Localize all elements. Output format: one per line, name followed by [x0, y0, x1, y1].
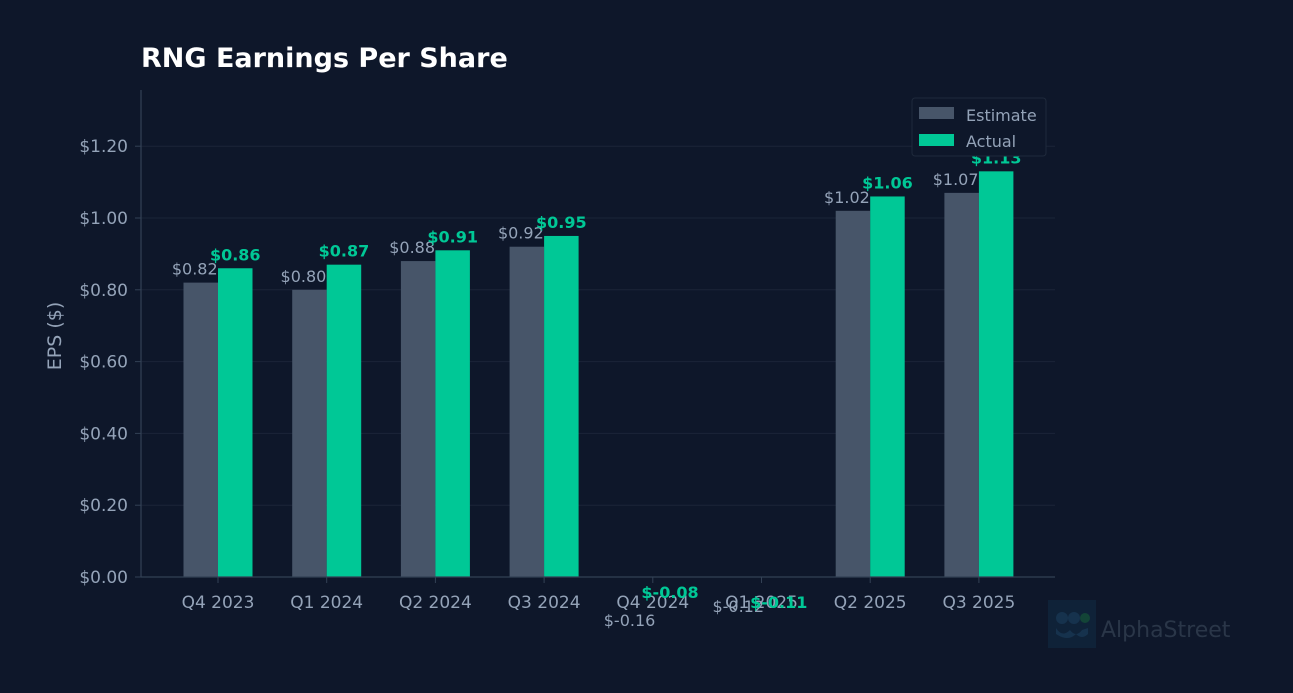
- estimate-value-label: $-0.12: [712, 597, 764, 616]
- y-tick-label: $1.00: [79, 209, 128, 229]
- y-tick-label: $0.40: [79, 424, 128, 444]
- actual-value-label: $0.95: [536, 213, 587, 232]
- x-tick-label: Q4 2023: [182, 593, 255, 613]
- estimate-bar: [835, 210, 871, 577]
- x-tick-label: Q1 2025: [725, 593, 798, 613]
- actual-bar: [544, 235, 579, 577]
- estimate-value-label: $1.07: [933, 170, 979, 189]
- estimate-value-label: $0.88: [389, 238, 435, 257]
- legend-swatch-actual: [919, 134, 954, 146]
- estimate-bar: [183, 282, 218, 577]
- y-tick-label: $0.80: [79, 281, 128, 301]
- actual-value-label: $0.86: [210, 245, 261, 264]
- alphastreet-logo-icon: [1048, 600, 1096, 648]
- grid-lines: [141, 145, 1055, 578]
- estimate-bar: [509, 246, 545, 577]
- x-tick-label: Q3 2025: [942, 593, 1015, 613]
- legend-label-actual: Actual: [966, 132, 1016, 151]
- legend-swatch-estimate: [919, 107, 954, 119]
- actual-value-label: $0.87: [319, 242, 370, 261]
- estimate-bar: [944, 192, 979, 577]
- x-tick-label: Q1 2024: [290, 593, 363, 613]
- estimate-value-label: $-0.16: [604, 611, 656, 630]
- watermark: AlphaStreet: [1048, 600, 1258, 650]
- axes: [140, 90, 1055, 578]
- actual-value-label: $-0.08: [641, 583, 698, 602]
- actual-bar: [326, 264, 362, 577]
- tick-labels: $0.00 $0.20 $0.40 $0.60 $0.80 $1.00 $1.20 Q4 20…: [79, 137, 1015, 613]
- estimate-value-label: $0.82: [172, 260, 218, 279]
- estimate-value-label: $0.92: [498, 224, 544, 243]
- y-tick-label: $0.20: [79, 496, 128, 516]
- x-tick-label: Q4 2024: [616, 593, 689, 613]
- actual-bar: [978, 171, 1014, 577]
- actual-bar: [435, 250, 470, 577]
- estimate-value-label: $1.02: [824, 188, 870, 207]
- legend-label-estimate: Estimate: [966, 106, 1037, 125]
- estimate-value-label: $0.80: [281, 267, 327, 286]
- x-tick-label: Q2 2025: [834, 593, 907, 613]
- watermark-text: AlphaStreet: [1101, 618, 1231, 643]
- y-tick-label: $1.20: [79, 137, 128, 157]
- estimate-bar: [292, 289, 327, 577]
- bars: [183, 171, 1014, 577]
- chart-title: RNG Earnings Per Share: [141, 43, 508, 74]
- actual-bar: [870, 196, 905, 577]
- actual-value-label: $1.06: [862, 173, 913, 192]
- actual-bar: [218, 268, 253, 577]
- actual-value-label: $-0.11: [750, 593, 807, 612]
- estimate-bar: [400, 261, 436, 577]
- y-axis-label: EPS ($): [44, 302, 66, 370]
- y-tick-label: $0.00: [79, 568, 128, 588]
- y-tick-label: $0.60: [79, 353, 128, 373]
- x-tick-label: Q3 2024: [508, 593, 581, 613]
- actual-value-label: $0.91: [427, 227, 478, 246]
- x-tick-label: Q2 2024: [399, 593, 472, 613]
- legend: Estimate Actual: [911, 97, 1047, 157]
